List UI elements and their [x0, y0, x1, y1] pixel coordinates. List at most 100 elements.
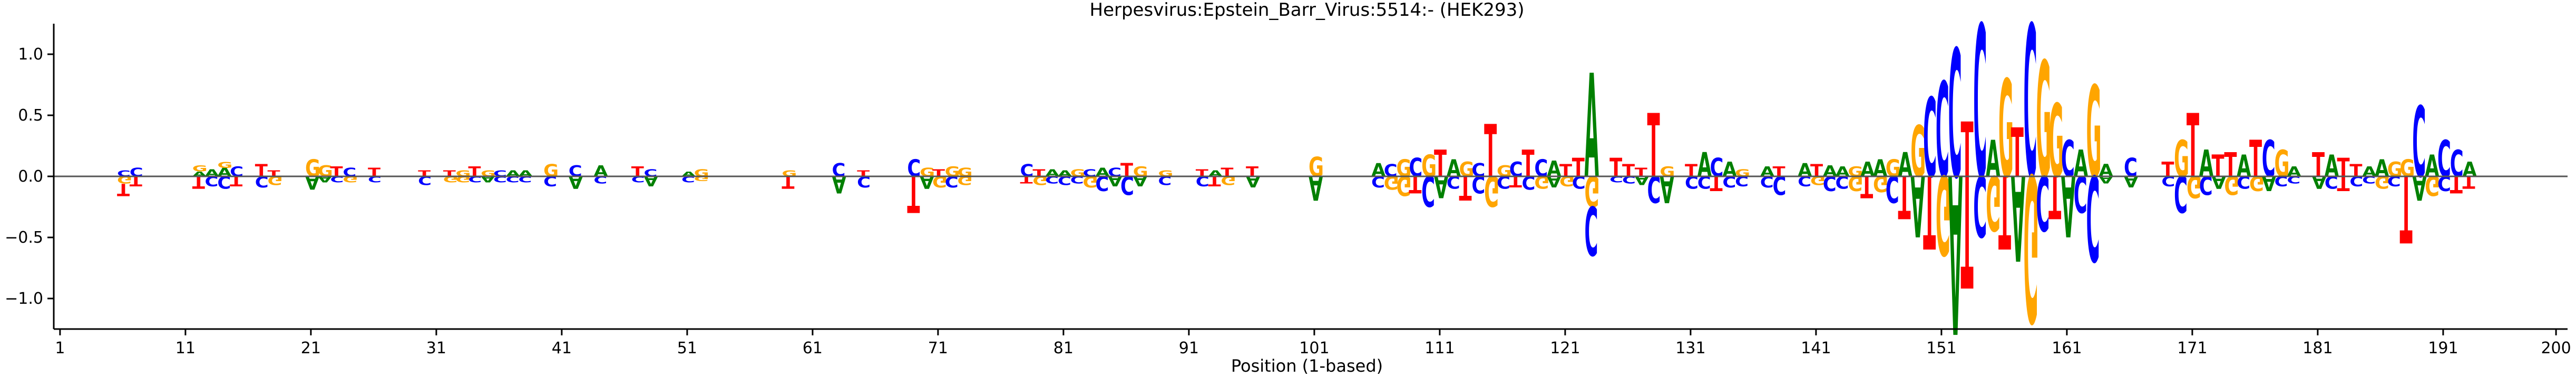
x-tick-label: 61 [803, 339, 823, 357]
logo-letter-c: C [2036, 158, 2050, 247]
logo-letter-t: T [117, 180, 130, 199]
logo-letter-g: G [1986, 158, 2001, 247]
logo-letter-g: G [2086, 61, 2102, 206]
logo-letter-t: T [1572, 153, 1585, 183]
logo-letter-c: C [2262, 130, 2276, 188]
logo-letter-a: A [1910, 156, 1925, 253]
logo-letter-g: G [1459, 158, 1475, 182]
logo-letter-t: T [1710, 172, 1723, 195]
logo-letter-c: C [543, 173, 557, 188]
x-tick-label: 81 [1053, 339, 1074, 357]
x-tick-label: 101 [1299, 339, 1329, 357]
logo-letter-t: T [1647, 96, 1660, 197]
logo-letter-a: A [1760, 164, 1775, 180]
logo-letter-c: C [2387, 173, 2401, 188]
logo-letter-c: C [1710, 153, 1724, 183]
logo-letter-a: A [1547, 156, 1562, 182]
logo-letter-c: C [205, 173, 219, 188]
logo-letter-a: A [2074, 143, 2088, 186]
logo-letter-a: A [2199, 143, 2213, 186]
logo-letter-a: A [2325, 149, 2339, 184]
logo-letter-t: T [631, 164, 644, 180]
logo-letter-a: A [2237, 149, 2251, 184]
logo-letter-c: C [1823, 172, 1837, 195]
logo-letter-c: C [1722, 173, 1736, 191]
logo-letter-c: C [1773, 171, 1787, 200]
logo-letter-t: T [1961, 140, 1974, 319]
x-axis-label: Position (1-based) [1231, 356, 1383, 376]
logo-letter-c: C [1421, 166, 1435, 215]
logo-letter-a: A [2312, 172, 2326, 192]
logo-letter-g: G [217, 161, 232, 170]
logo-letter-t: T [468, 164, 481, 180]
logo-letter-g: G [1936, 151, 1951, 277]
y-tick-label: 1.0 [18, 45, 43, 64]
logo-letter-g: G [192, 164, 208, 174]
logo-letter-c: C [1471, 160, 1485, 181]
logo-letter-c: C [1585, 191, 1598, 269]
x-tick-label: 191 [2428, 339, 2458, 357]
logo-letter-c: C [832, 160, 846, 181]
logo-letter-t: T [2450, 171, 2463, 197]
logo-letter-a: A [1898, 146, 1913, 185]
logo-letter-c: C [1409, 153, 1422, 183]
logo-letter-a: A [2425, 149, 2439, 184]
logo-letter-g: G [1848, 164, 1863, 180]
logo-letter-t: T [1120, 160, 1133, 181]
logo-letter-a: A [2463, 158, 2477, 182]
logo-letter-a: A [1722, 158, 1737, 182]
logo-letter-g: G [305, 155, 320, 182]
x-tick-label: 121 [1550, 339, 1580, 357]
logo-letter-g: G [1910, 112, 1926, 194]
logo-letter-c: C [1647, 167, 1661, 210]
x-tick-label: 31 [426, 339, 446, 357]
y-tick-label: −1.0 [5, 290, 43, 308]
logo-letter-a: A [832, 171, 846, 197]
logo-letter-g: G [945, 164, 960, 180]
logo-letter-t: T [782, 172, 794, 192]
x-tick-label: 41 [552, 339, 572, 357]
logo-letter-g: G [1397, 155, 1412, 182]
x-tick-label: 91 [1179, 339, 1199, 357]
x-axis-ticks: 1 11 21 31 41 51 61 71 81 91 101 111 121 131 141 151 161… [55, 329, 2571, 357]
logo-letter-t: T [1609, 153, 1622, 183]
logo-letter-a: A [1434, 169, 1448, 204]
logo-letter-g: G [1484, 166, 1499, 215]
logo-letter-a: A [920, 172, 934, 192]
logo-letter-c: C [1760, 173, 1774, 191]
logo-letter-c: C [2450, 143, 2464, 186]
logo-letter-c: C [1697, 172, 1711, 192]
logo-letter-t: T [2337, 153, 2350, 183]
logo-letter-c: C [907, 155, 921, 182]
y-tick-label: 0.0 [18, 167, 43, 186]
logo-letter-a: A [2375, 155, 2389, 182]
logo-letter-a: A [569, 172, 583, 192]
y-axis-ticks: −1.0 −0.5 0.0 0.5 1.0 [5, 45, 54, 308]
logo-letter-c: C [2061, 130, 2075, 188]
logo-letter-t: T [2224, 146, 2237, 185]
logo-letter-t: T [230, 173, 242, 188]
logo-letter-t: T [1923, 152, 1936, 268]
logo-letter-a: A [1108, 173, 1123, 188]
logo-letter-c: C [1196, 173, 1209, 188]
logo-letter-a: A [644, 173, 659, 188]
logo-letter-t: T [2161, 158, 2174, 182]
logo-letter-t: T [1898, 162, 1911, 230]
logo-letter-c: C [2086, 148, 2100, 285]
logo-letter-c: C [1923, 75, 1937, 202]
x-tick-label: 181 [2302, 339, 2333, 357]
logo-letter-g: G [1309, 152, 1324, 183]
logo-letter-g: G [1886, 155, 1901, 182]
logo-letter-a: A [1986, 130, 2001, 188]
logo-letter-t: T [1998, 152, 2011, 268]
logo-letter-a: A [1948, 124, 1963, 377]
logo-letter-c: C [1886, 167, 1899, 210]
logo-letter-c: C [1572, 172, 1586, 192]
logo-letter-g: G [1421, 149, 1437, 184]
logo-letter-t: T [130, 173, 142, 188]
logo-letter-t: T [2212, 149, 2225, 184]
logo-letter-c: C [1798, 173, 1811, 188]
logo-letter-c: C [1936, 55, 1949, 207]
